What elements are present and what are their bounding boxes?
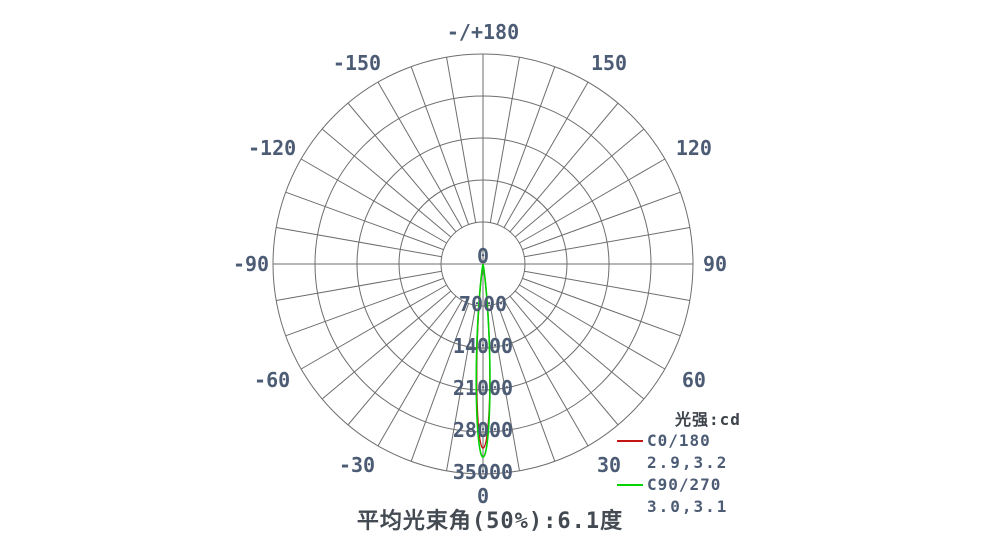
angle-label-90: 90 xyxy=(703,252,727,276)
grid-spoke-110 xyxy=(522,191,681,251)
grid-spoke-70 xyxy=(522,277,681,337)
grid-spoke-280 xyxy=(276,270,442,301)
ring-label-21000: 21000 xyxy=(453,376,513,400)
legend-title: 光强:cd xyxy=(675,410,741,429)
angle-label-180: -/+180 xyxy=(447,20,519,44)
legend-swatch-c90-270-line xyxy=(617,484,643,486)
ring-label-28000: 28000 xyxy=(453,418,513,442)
angle-label--120: -120 xyxy=(248,136,296,160)
grid-spoke-260 xyxy=(276,227,442,258)
angle-label-30: 30 xyxy=(597,453,621,477)
grid-spoke-190 xyxy=(446,57,477,223)
legend-beam-values-c0-180: 2.9,3.2 xyxy=(647,453,729,472)
angle-label-120: 120 xyxy=(676,136,712,160)
grid-spoke-30 xyxy=(503,300,589,447)
grid-spoke-100 xyxy=(524,227,690,258)
grid-spoke-20 xyxy=(496,303,556,462)
legend-label-c0-180: C0/180 xyxy=(647,431,711,450)
grid-spoke-170 xyxy=(489,57,520,223)
ring-labels: 0 7000 14000 21000 28000 35000 xyxy=(453,244,513,484)
legend-label-c90-270: C90/270 xyxy=(647,475,722,494)
grid-spoke-290 xyxy=(285,277,444,337)
legend-swatch-c0-180-line xyxy=(617,440,643,442)
angle-label-0: 0 xyxy=(477,484,489,508)
grid-spoke-240 xyxy=(300,158,447,244)
grid-spoke-300 xyxy=(300,284,447,370)
legend-beam-values-c90-270: 3.0,3.1 xyxy=(647,497,729,516)
grid-spoke-330 xyxy=(377,300,463,447)
grid-spoke-40 xyxy=(509,295,619,426)
grid-spoke-150 xyxy=(503,81,589,228)
angle-labels: -/+180 -150 150 -120 120 -90 90 -60 60 -30 30 0 xyxy=(233,20,727,508)
ring-label-14000: 14000 xyxy=(453,334,513,358)
angle-label--30: -30 xyxy=(339,453,375,477)
grid-spoke-10 xyxy=(489,305,520,471)
grid-spoke-230 xyxy=(321,128,452,238)
angle-label-150: 150 xyxy=(591,51,627,75)
angle-label-60: 60 xyxy=(682,368,706,392)
ring-label-7000: 7000 xyxy=(459,292,507,316)
polar-grid-spokes xyxy=(276,57,690,471)
curve-c90-270 xyxy=(475,263,491,458)
angle-label--150: -150 xyxy=(333,51,381,75)
grid-spoke-320 xyxy=(347,295,457,426)
grid-spoke-140 xyxy=(509,102,619,233)
intensity-curves xyxy=(475,263,491,458)
grid-spoke-220 xyxy=(347,102,457,233)
grid-spoke-350 xyxy=(446,305,477,471)
grid-spoke-250 xyxy=(285,191,444,251)
grid-spoke-50 xyxy=(514,290,645,400)
grid-spoke-120 xyxy=(519,158,666,244)
grid-spoke-210 xyxy=(377,81,463,228)
angle-label--60: -60 xyxy=(254,368,290,392)
grid-spoke-130 xyxy=(514,128,645,238)
grid-spoke-200 xyxy=(410,66,470,225)
ring-label-35000: 35000 xyxy=(453,460,513,484)
grid-spoke-310 xyxy=(321,290,452,400)
ring-label-0: 0 xyxy=(477,244,489,268)
angle-label--90: -90 xyxy=(233,252,269,276)
beam-angle-caption: 平均光束角(50%):6.1度 xyxy=(356,509,624,534)
grid-spoke-160 xyxy=(496,66,556,225)
grid-spoke-340 xyxy=(410,303,470,462)
grid-spoke-60 xyxy=(519,284,666,370)
grid-spoke-80 xyxy=(524,270,690,301)
